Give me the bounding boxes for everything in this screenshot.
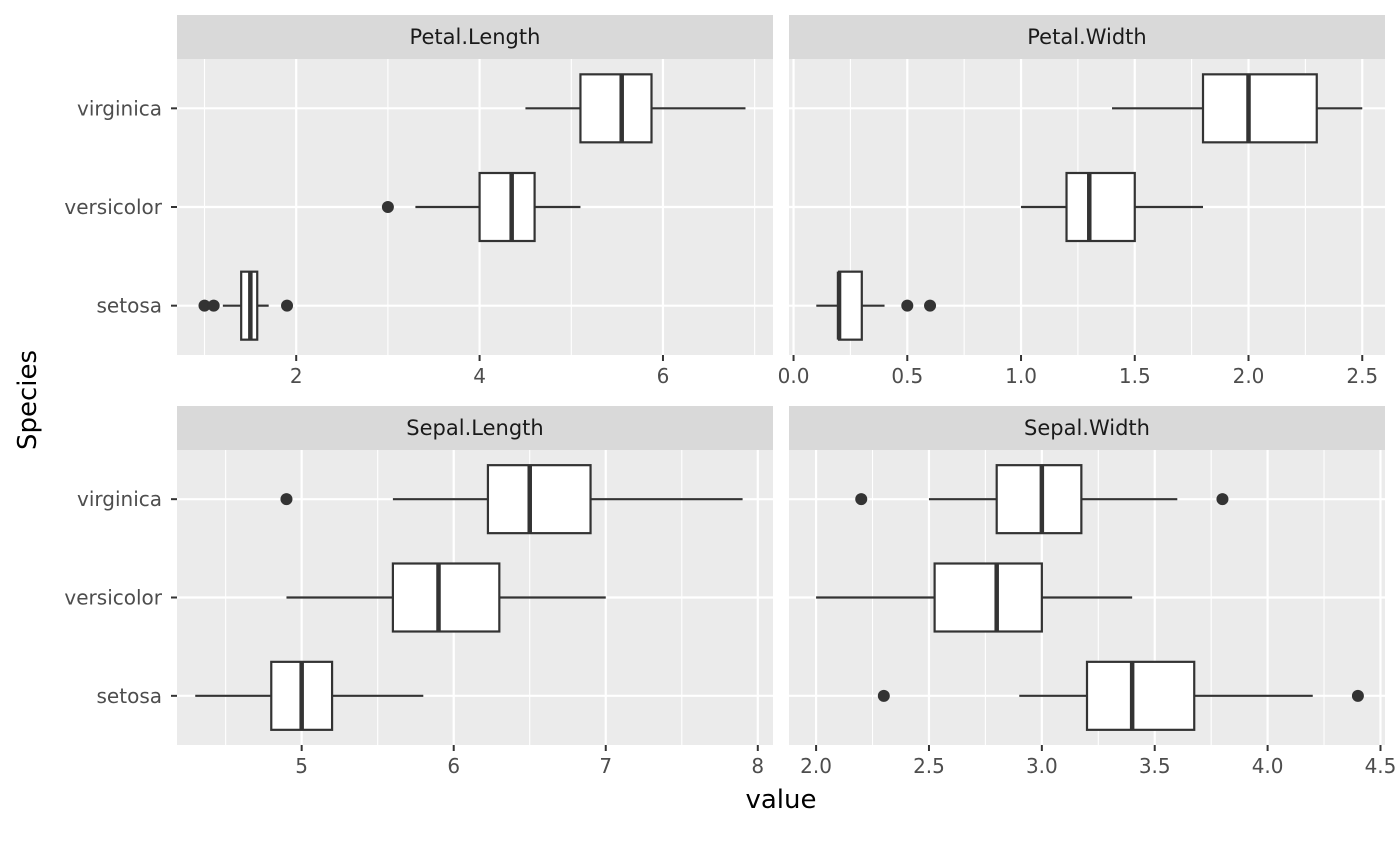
x-axis-title: value — [745, 785, 816, 815]
x-tick-label: 7 — [599, 754, 612, 778]
boxplot-setosa — [877, 660, 1364, 731]
outlier-point — [1216, 493, 1229, 506]
y-tick-label-versicolor: versicolor — [64, 586, 162, 610]
boxplot-versicolor — [286, 562, 606, 633]
box-iqr — [1201, 73, 1318, 144]
box-iqr — [391, 562, 501, 633]
x-tick-label: 2.5 — [913, 754, 945, 778]
x-tick-label: 2.0 — [800, 754, 832, 778]
boxplot-setosa — [816, 270, 937, 341]
facet-strip-label: Sepal.Width — [1024, 416, 1150, 440]
facet-panel-petal-length: Petal.Length 2 4 6 — [177, 15, 773, 388]
facet-strip — [177, 15, 773, 59]
facet-strip-label: Petal.Width — [1027, 25, 1146, 49]
box-iqr — [837, 270, 863, 341]
outlier-point — [924, 299, 937, 312]
facet-strip — [789, 406, 1385, 450]
x-tick-label: 3.5 — [1139, 754, 1171, 778]
x-tick-label: 5 — [295, 754, 308, 778]
boxplot-virginica — [525, 73, 746, 144]
x-tick-label: 4.0 — [1252, 754, 1284, 778]
outlier-point — [901, 299, 914, 312]
x-tick-label: 0.5 — [891, 364, 923, 388]
box-iqr — [579, 73, 653, 144]
box-iqr — [486, 464, 592, 535]
outlier-point — [198, 299, 211, 312]
boxplot-versicolor — [816, 562, 1133, 633]
outlier-point — [381, 201, 394, 213]
box-iqr — [933, 562, 1043, 633]
facet-strip-label: Petal.Length — [410, 25, 541, 49]
boxplot-setosa — [195, 660, 424, 731]
box-iqr — [1085, 660, 1196, 731]
outlier-point — [877, 689, 890, 702]
y-tick-label-virginica: virginica — [77, 96, 162, 120]
outlier-point — [855, 493, 868, 506]
box-iqr — [1065, 171, 1136, 243]
y-axis-category-labels: setosa versicolor virginica setosa versicolo… — [64, 96, 177, 708]
x-tick-label: 1.0 — [1005, 364, 1037, 388]
x-tick-label: 0.0 — [778, 364, 810, 388]
facet-strip-label: Sepal.Length — [406, 416, 543, 440]
x-tick-label: 4.5 — [1365, 754, 1397, 778]
y-tick-label-virginica: virginica — [77, 487, 162, 511]
x-tick-label: 2.0 — [1233, 364, 1265, 388]
boxplot-versicolor — [1021, 171, 1204, 243]
x-tick-label: 2 — [290, 364, 303, 388]
panels: Petal.Length 2 4 6 Petal.Width 0.0 0.5 1.0 1.5 2.… — [177, 15, 1396, 778]
outlier-point — [280, 493, 293, 506]
x-tick-label: 4 — [473, 364, 486, 388]
y-tick-label-setosa: setosa — [97, 684, 162, 708]
x-tick-label: 3.0 — [1026, 754, 1058, 778]
facet-panel-sepal-length: Sepal.Length 5 6 7 8 — [177, 406, 773, 778]
facet-strip — [789, 15, 1385, 59]
facet-strip — [177, 406, 773, 450]
box-iqr — [478, 171, 536, 243]
x-tick-label: 1.5 — [1119, 364, 1151, 388]
outlier-point — [281, 299, 294, 312]
facet-panel-petal-width: Petal.Width 0.0 0.5 1.0 1.5 2.0 2.5 — [778, 15, 1385, 388]
box-iqr — [995, 464, 1083, 535]
x-tick-label: 6 — [447, 754, 460, 778]
boxplot-versicolor — [381, 171, 581, 243]
x-tick-label: 8 — [751, 754, 764, 778]
y-axis-title: Species — [13, 350, 43, 450]
boxplot-virginica — [280, 464, 743, 535]
outlier-point — [207, 299, 220, 312]
y-tick-label-setosa: setosa — [97, 294, 162, 318]
boxplot-virginica — [855, 464, 1229, 535]
outlier-point — [1351, 689, 1364, 702]
boxplot-virginica — [1112, 73, 1363, 144]
boxplot-setosa — [198, 270, 294, 341]
facet-panel-sepal-width: Sepal.Width 2.0 2.5 3.0 3.5 4.0 4.5 — [789, 406, 1396, 778]
y-tick-label-versicolor: versicolor — [64, 195, 162, 219]
x-tick-label: 6 — [657, 364, 670, 388]
x-tick-label: 2.5 — [1346, 364, 1378, 388]
